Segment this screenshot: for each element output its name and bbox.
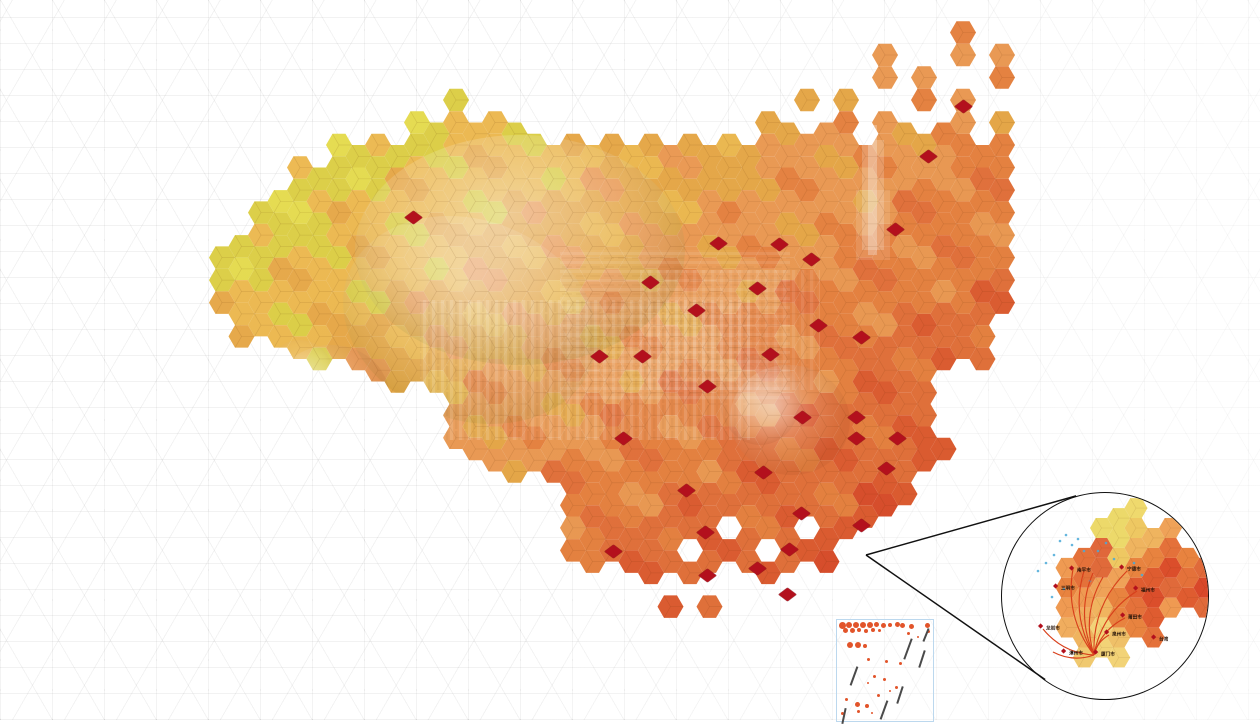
inset-water-dot [1053, 554, 1056, 557]
scatter-dot [907, 632, 910, 635]
scatter-tick [880, 700, 889, 719]
inset-water-dot [1105, 542, 1108, 545]
scatter-dot [878, 629, 881, 632]
scatter-dot [883, 678, 886, 681]
inset-water-dot [1065, 534, 1068, 537]
scatter-dot [895, 686, 898, 689]
inset-city-label: 泉州市 [1111, 631, 1126, 638]
inset-city-label: 台湾 [1159, 636, 1169, 643]
inset-water-dot [1133, 562, 1136, 565]
scatter-dot [881, 623, 886, 628]
scatter-dot [900, 623, 905, 628]
scatter-dot [860, 622, 866, 628]
scatter-dot [865, 704, 869, 708]
inset-water-dot [1059, 540, 1062, 543]
inset-city-label: 福州市 [1140, 587, 1155, 594]
magnifier-circle[interactable]: 南平市 宁德市三明市 福州市莆田市龙岩市泉州市漳州市 厦门市 台湾 [1001, 492, 1209, 700]
inset-city-label: 厦门市 [1101, 651, 1115, 658]
inset-water-dot [1141, 574, 1144, 577]
scatter-dot [867, 682, 869, 684]
scatter-dot [843, 628, 848, 633]
inset-city-label: 三明市 [1061, 585, 1075, 592]
scatter-dot [855, 702, 860, 707]
inset-water-dot [1077, 538, 1080, 541]
xiamen-magnifier[interactable]: 南平市 宁德市三明市 福州市莆田市龙岩市泉州市漳州市 厦门市 台湾 [1001, 492, 1207, 698]
scatter-dot [899, 662, 902, 665]
scatter-dot [863, 644, 867, 648]
inset-city-label: 宁德市 [1127, 566, 1141, 573]
scatter-dot [877, 694, 880, 697]
scatter-tick [850, 666, 859, 685]
inset-water-dot [1097, 550, 1100, 553]
inset-water-dot [1083, 550, 1086, 553]
scatter-tick [922, 628, 929, 642]
scatter-dot [864, 629, 868, 633]
scatter-tick [896, 686, 903, 704]
scatter-dot [845, 698, 848, 701]
scatter-dot [867, 658, 870, 661]
scatter-dot [909, 624, 914, 629]
scatter-dot [889, 690, 891, 692]
scatter-dot [874, 622, 879, 627]
scatter-dot [855, 642, 861, 648]
inset-city-label: 莆田市 [1128, 614, 1142, 621]
inset-pin-icon [1038, 623, 1043, 628]
scatter-tick [918, 650, 925, 668]
scatter-dot [871, 712, 873, 714]
inset-water-dot [1113, 558, 1116, 561]
scatter-tick [903, 638, 912, 659]
inset-city-label: 南平市 [1077, 567, 1091, 574]
scatter-tick [841, 708, 846, 724]
inset-pin-icon [1061, 648, 1066, 653]
inset-water-dot [1045, 562, 1048, 565]
scatter-dot [850, 628, 855, 633]
scatter-dot [871, 628, 875, 632]
scatter-dot [885, 660, 888, 663]
scatter-dot [857, 710, 860, 713]
inset-city-label: 漳州市 [1069, 650, 1083, 657]
inset-water-dot [1037, 570, 1040, 573]
scatter-dot [857, 628, 861, 632]
scatter-dot [873, 675, 876, 678]
scatter-dot [888, 623, 892, 627]
inset-city-label: 龙岩市 [1045, 625, 1060, 632]
inset-water-dot [1051, 596, 1054, 599]
inset-water-dot [1071, 544, 1074, 547]
scatter-panel[interactable] [836, 619, 934, 722]
scatter-dot [917, 636, 919, 638]
scatter-dot [847, 642, 853, 648]
